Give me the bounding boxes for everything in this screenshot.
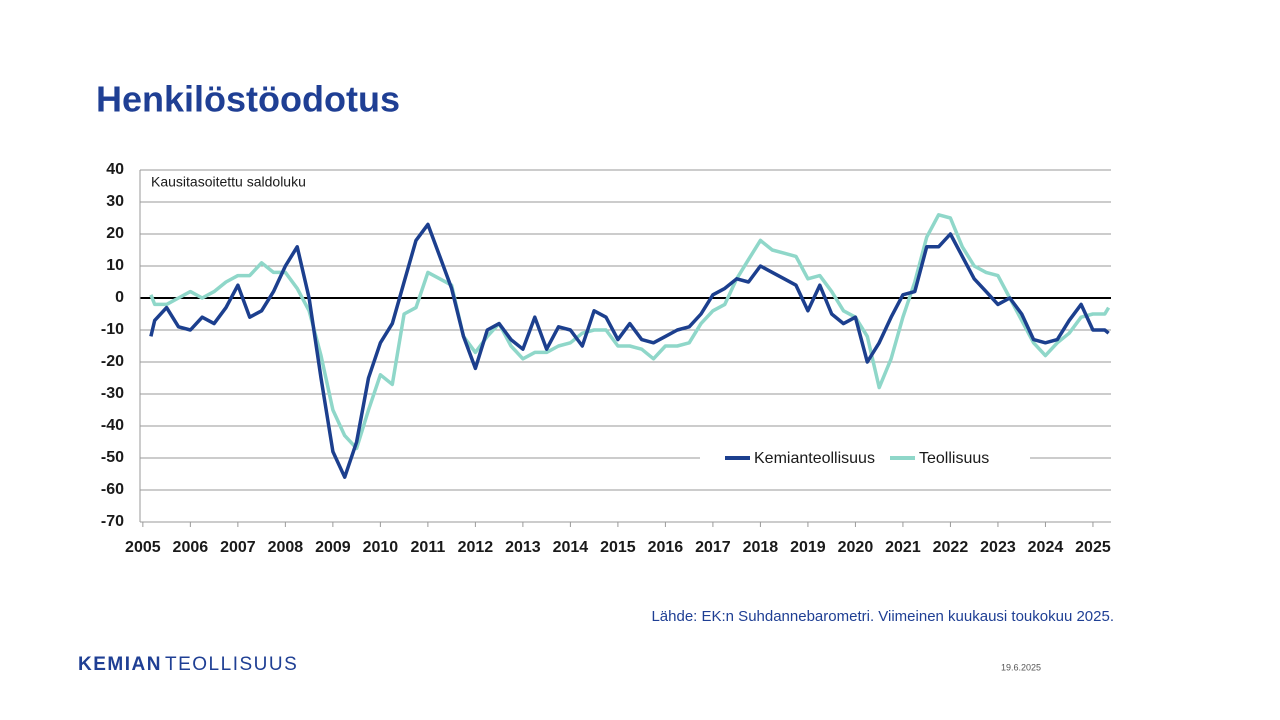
y-tick-label: -40 xyxy=(101,417,124,434)
x-tick-label: 2007 xyxy=(220,539,256,556)
chart-title: Henkilöstöodotus xyxy=(96,79,400,120)
x-tick-label: 2012 xyxy=(458,539,494,556)
x-tick-label: 2016 xyxy=(648,539,684,556)
x-tick-label: 2015 xyxy=(600,539,636,556)
source-note: Lähde: EK:n Suhdannebarometri. Viimeinen… xyxy=(651,608,1114,625)
x-tick-label: 2013 xyxy=(505,539,541,556)
y-tick-label: -60 xyxy=(101,481,124,498)
x-tick-label: 2023 xyxy=(980,539,1016,556)
x-tick-label: 2024 xyxy=(1028,539,1064,556)
y-tick-label: 0 xyxy=(115,289,124,306)
x-tick-label: 2011 xyxy=(411,539,446,556)
x-tick-label: 2017 xyxy=(695,539,731,556)
legend-box xyxy=(700,444,1030,472)
x-tick-label: 2010 xyxy=(363,539,399,556)
x-tick-label: 2005 xyxy=(125,539,161,556)
legend-label: Teollisuus xyxy=(919,450,989,467)
logo-light: TEOLLISUUS xyxy=(165,654,298,675)
y-tick-label: 30 xyxy=(106,193,124,210)
series-line xyxy=(149,213,1111,451)
x-tick-label: 2025 xyxy=(1075,539,1111,556)
y-tick-label: -30 xyxy=(101,385,124,402)
y-tick-label: -50 xyxy=(101,449,124,466)
logo-bold: KEMIAN xyxy=(78,654,162,675)
y-tick-label: 20 xyxy=(106,225,124,242)
x-tick-label: 2020 xyxy=(838,539,874,556)
y-tick-label: 10 xyxy=(106,257,124,274)
x-tick-label: 2008 xyxy=(268,539,304,556)
legend-label: Kemianteollisuus xyxy=(754,450,875,467)
x-tick-label: 2009 xyxy=(315,539,351,556)
x-tick-label: 2006 xyxy=(173,539,209,556)
x-tick-label: 2019 xyxy=(790,539,826,556)
x-tick-label: 2018 xyxy=(743,539,779,556)
x-tick-label: 2021 xyxy=(885,539,921,556)
axis-note: Kausitasoitettu saldoluku xyxy=(151,174,306,190)
series-line xyxy=(149,222,1110,479)
x-tick-label: 2022 xyxy=(933,539,969,556)
y-tick-label: -20 xyxy=(101,353,124,370)
x-tick-label: 2014 xyxy=(553,539,589,556)
date: 19.6.2025 xyxy=(1001,662,1041,672)
y-tick-label: -10 xyxy=(101,321,124,338)
y-tick-label: 40 xyxy=(106,161,124,178)
y-tick-label: -70 xyxy=(101,513,124,530)
